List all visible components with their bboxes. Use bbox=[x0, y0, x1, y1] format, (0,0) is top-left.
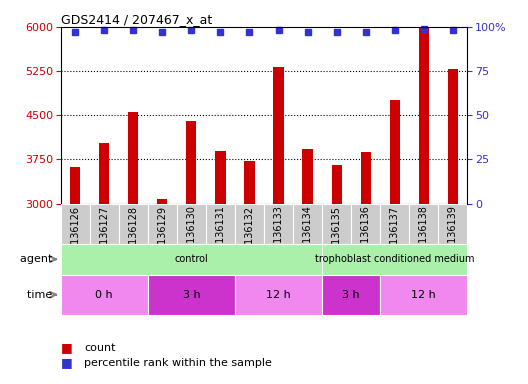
Bar bbox=[293, 204, 322, 244]
Text: GSM136127: GSM136127 bbox=[99, 205, 109, 265]
Text: GSM136137: GSM136137 bbox=[390, 205, 400, 265]
Bar bbox=[61, 244, 322, 275]
Bar bbox=[438, 204, 467, 244]
Bar bbox=[157, 199, 167, 204]
Text: GSM136133: GSM136133 bbox=[274, 205, 284, 265]
Bar bbox=[177, 204, 206, 244]
Bar bbox=[186, 121, 196, 204]
Text: 0 h: 0 h bbox=[96, 290, 113, 300]
Bar bbox=[244, 161, 254, 204]
Text: 12 h: 12 h bbox=[411, 290, 436, 300]
Text: GSM136129: GSM136129 bbox=[157, 205, 167, 265]
Text: agent: agent bbox=[20, 254, 55, 264]
Bar bbox=[332, 165, 342, 204]
Bar bbox=[235, 204, 264, 244]
Bar bbox=[380, 275, 467, 315]
Text: ■: ■ bbox=[61, 341, 77, 354]
Bar bbox=[380, 204, 409, 244]
Bar bbox=[448, 69, 458, 204]
Bar bbox=[409, 204, 438, 244]
Text: GDS2414 / 207467_x_at: GDS2414 / 207467_x_at bbox=[61, 13, 212, 26]
Text: count: count bbox=[84, 343, 116, 353]
Bar bbox=[99, 144, 109, 204]
Bar bbox=[128, 112, 138, 204]
Text: trophoblast conditioned medium: trophoblast conditioned medium bbox=[315, 254, 475, 264]
Bar bbox=[90, 204, 119, 244]
Bar bbox=[264, 204, 293, 244]
Text: GSM136134: GSM136134 bbox=[303, 205, 313, 265]
Bar bbox=[303, 149, 313, 204]
Bar bbox=[119, 204, 148, 244]
Text: GSM136136: GSM136136 bbox=[361, 205, 371, 265]
Bar bbox=[361, 152, 371, 204]
Bar bbox=[61, 275, 148, 315]
Bar bbox=[322, 244, 467, 275]
Bar bbox=[148, 275, 235, 315]
Bar bbox=[70, 167, 80, 204]
Text: 12 h: 12 h bbox=[266, 290, 291, 300]
Text: GSM136130: GSM136130 bbox=[186, 205, 196, 265]
Text: 3 h: 3 h bbox=[342, 290, 360, 300]
Bar bbox=[419, 28, 429, 204]
Bar bbox=[215, 151, 225, 204]
Text: percentile rank within the sample: percentile rank within the sample bbox=[84, 358, 272, 368]
Bar bbox=[235, 275, 322, 315]
Text: GSM136138: GSM136138 bbox=[419, 205, 429, 265]
Bar bbox=[390, 101, 400, 204]
Text: GSM136132: GSM136132 bbox=[244, 205, 254, 265]
Bar bbox=[322, 204, 351, 244]
Bar bbox=[351, 204, 380, 244]
Text: GSM136128: GSM136128 bbox=[128, 205, 138, 265]
Text: ■: ■ bbox=[61, 356, 77, 369]
Text: GSM136126: GSM136126 bbox=[70, 205, 80, 265]
Text: GSM136139: GSM136139 bbox=[448, 205, 458, 265]
Text: time: time bbox=[27, 290, 55, 300]
Text: GSM136131: GSM136131 bbox=[215, 205, 225, 265]
Bar bbox=[322, 275, 380, 315]
Bar bbox=[148, 204, 177, 244]
Bar bbox=[61, 204, 90, 244]
Text: control: control bbox=[175, 254, 208, 264]
Text: 3 h: 3 h bbox=[183, 290, 200, 300]
Bar bbox=[274, 67, 284, 204]
Bar bbox=[206, 204, 235, 244]
Text: GSM136135: GSM136135 bbox=[332, 205, 342, 265]
